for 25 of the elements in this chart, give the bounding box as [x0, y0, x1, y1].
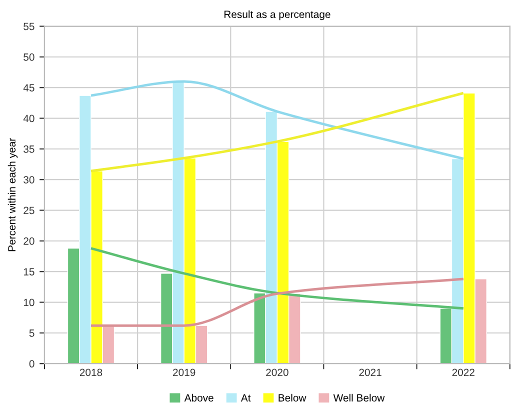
- y-tick-label: 35: [24, 145, 34, 153]
- y-tick-label: 50: [24, 53, 34, 61]
- y-tick-label: 30: [24, 176, 34, 184]
- line-series: [90, 92, 465, 172]
- x-tick-label: 2022: [452, 368, 474, 376]
- y-tick-label: 55: [24, 22, 34, 30]
- chart-title: Result as a percentage: [224, 10, 330, 20]
- y-tick-label: 0: [29, 360, 34, 368]
- y-tick-label: 5: [29, 330, 34, 337]
- legend-label: Below: [278, 394, 306, 402]
- legend-label: At: [240, 394, 251, 402]
- y-tick-label: 25: [24, 206, 34, 214]
- y-tick-label: 10: [24, 298, 34, 306]
- x-tick-label: 2021: [359, 368, 382, 376]
- legend-label: Well Below: [333, 394, 385, 402]
- x-tick-label: 2020: [266, 368, 288, 376]
- y-tick-label: 20: [24, 237, 34, 245]
- x-tick-label: 2018: [80, 368, 102, 376]
- x-tick-label: 2019: [173, 368, 196, 376]
- y-axis-title: Percent within each year: [8, 138, 18, 252]
- line-series: [90, 80, 465, 160]
- y-tick-label: 45: [23, 84, 34, 92]
- legend-label: Above: [184, 394, 214, 402]
- y-tick-label: 40: [23, 114, 34, 122]
- y-tick-label: 15: [24, 268, 34, 276]
